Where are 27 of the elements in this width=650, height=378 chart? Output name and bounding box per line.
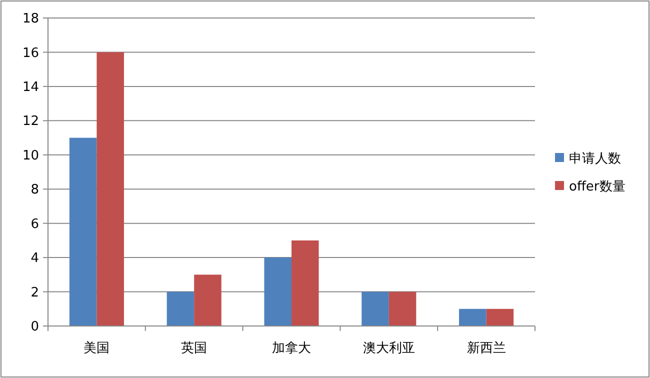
x-tick-label: 澳大利亚	[362, 341, 415, 356]
y-tick-label: 16	[22, 46, 39, 61]
y-tick-label: 8	[30, 182, 39, 198]
x-tick-label: 美国	[84, 340, 110, 356]
bar	[292, 240, 319, 326]
y-tick-label: 10	[22, 148, 39, 164]
bar	[166, 292, 194, 326]
bar	[96, 52, 124, 326]
y-tick-label: 14	[22, 80, 39, 95]
legend-label: offer数量	[569, 180, 626, 195]
y-tick-label: 18	[22, 12, 39, 27]
y-tick-label: 0	[30, 320, 39, 335]
x-tick-label: 新西兰	[466, 341, 506, 356]
y-tick-label: 6	[30, 216, 39, 232]
bar	[69, 138, 97, 326]
bar	[264, 258, 292, 326]
x-tick-label: 英国	[181, 341, 208, 356]
bar	[194, 274, 222, 326]
y-tick-label: 2	[30, 285, 39, 300]
bar	[486, 308, 514, 326]
bar	[459, 308, 486, 326]
legend-label: 申请人数	[569, 152, 621, 167]
bar	[362, 292, 389, 326]
y-tick-label: 4	[30, 251, 39, 266]
bar	[388, 292, 416, 326]
y-tick-label: 12	[22, 114, 39, 130]
x-tick-label: 加拿大	[272, 341, 311, 356]
